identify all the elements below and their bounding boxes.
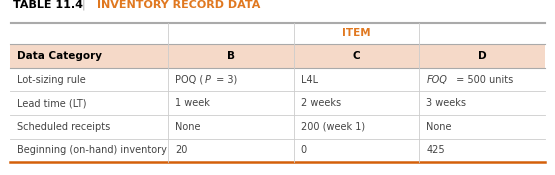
Bar <box>168 68 294 92</box>
Text: P: P <box>205 75 211 85</box>
Bar <box>419 138 545 162</box>
Bar <box>168 44 294 68</box>
Bar <box>294 92 419 115</box>
Text: |: | <box>82 0 85 10</box>
Text: 425: 425 <box>426 145 445 155</box>
Text: None: None <box>175 122 200 132</box>
Bar <box>10 92 168 115</box>
Bar <box>419 68 545 92</box>
Bar <box>10 44 168 68</box>
Bar <box>419 92 545 115</box>
Text: Lot-sizing rule: Lot-sizing rule <box>17 75 86 85</box>
Text: None: None <box>426 122 452 132</box>
Text: Lead time (LT): Lead time (LT) <box>17 98 87 108</box>
Text: 0: 0 <box>301 145 307 155</box>
Text: 200 (week 1): 200 (week 1) <box>301 122 365 132</box>
Bar <box>168 138 294 162</box>
Bar <box>10 115 168 138</box>
Bar <box>419 44 545 68</box>
Text: 1 week: 1 week <box>175 98 210 108</box>
Text: TABLE 11.4: TABLE 11.4 <box>13 0 83 10</box>
Bar <box>168 92 294 115</box>
Bar <box>10 138 168 162</box>
Text: 3 weeks: 3 weeks <box>426 98 466 108</box>
Bar <box>294 138 419 162</box>
Bar <box>294 44 419 68</box>
Text: 2 weeks: 2 weeks <box>301 98 341 108</box>
Text: Beginning (on-hand) inventory: Beginning (on-hand) inventory <box>17 145 167 155</box>
Text: = 500 units: = 500 units <box>453 75 513 85</box>
Text: POQ (: POQ ( <box>175 75 203 85</box>
Text: L4L: L4L <box>301 75 317 85</box>
Text: D: D <box>478 51 486 61</box>
Bar <box>168 115 294 138</box>
Text: Scheduled receipts: Scheduled receipts <box>17 122 110 132</box>
Text: Data Category: Data Category <box>17 51 102 61</box>
Text: B: B <box>226 51 235 61</box>
Bar <box>10 23 545 44</box>
Bar <box>294 68 419 92</box>
Text: ITEM: ITEM <box>342 29 371 38</box>
Bar <box>294 115 419 138</box>
Text: C: C <box>352 51 360 61</box>
Text: FOQ: FOQ <box>426 75 447 85</box>
Bar <box>419 115 545 138</box>
Text: 20: 20 <box>175 145 187 155</box>
Bar <box>10 68 168 92</box>
Text: = 3): = 3) <box>213 75 237 85</box>
Text: INVENTORY RECORD DATA: INVENTORY RECORD DATA <box>97 0 260 10</box>
